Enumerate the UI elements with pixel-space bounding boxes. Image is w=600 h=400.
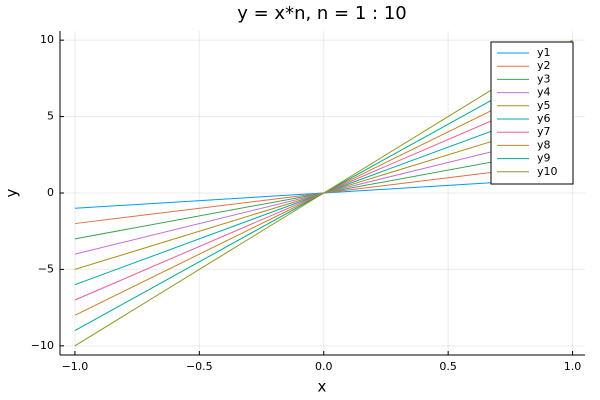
legend-label: y4 xyxy=(537,86,551,99)
legend-label: y7 xyxy=(537,125,551,138)
y-tick-label: 5 xyxy=(47,110,54,123)
y-tick-label: −5 xyxy=(38,262,54,275)
legend-box xyxy=(490,41,574,185)
legend-label: y3 xyxy=(537,72,551,85)
x-axis-label: x xyxy=(318,378,327,396)
x-tick-label: −0.5 xyxy=(186,360,213,373)
legend-label: y1 xyxy=(537,46,551,59)
legend-label: y2 xyxy=(537,59,551,72)
x-tick-label: 1.0 xyxy=(564,360,582,373)
x-tick-label: 0.5 xyxy=(439,360,457,373)
legend-label: y6 xyxy=(537,112,551,125)
legend-label: y10 xyxy=(537,165,558,178)
y-tick-label: 10 xyxy=(40,33,54,46)
legend-label: y9 xyxy=(537,152,551,165)
y-tick-label: 0 xyxy=(47,186,54,199)
chart-title: y = x*n, n = 1 : 10 xyxy=(237,3,406,24)
x-tick-label: 0.0 xyxy=(315,360,333,373)
legend-label: y5 xyxy=(537,99,551,112)
y-tick-label: −10 xyxy=(31,339,54,352)
y-axis-label: y xyxy=(3,188,21,197)
legend-label: y8 xyxy=(537,138,551,151)
x-tick-label: −1.0 xyxy=(62,360,89,373)
series-line xyxy=(74,39,573,347)
